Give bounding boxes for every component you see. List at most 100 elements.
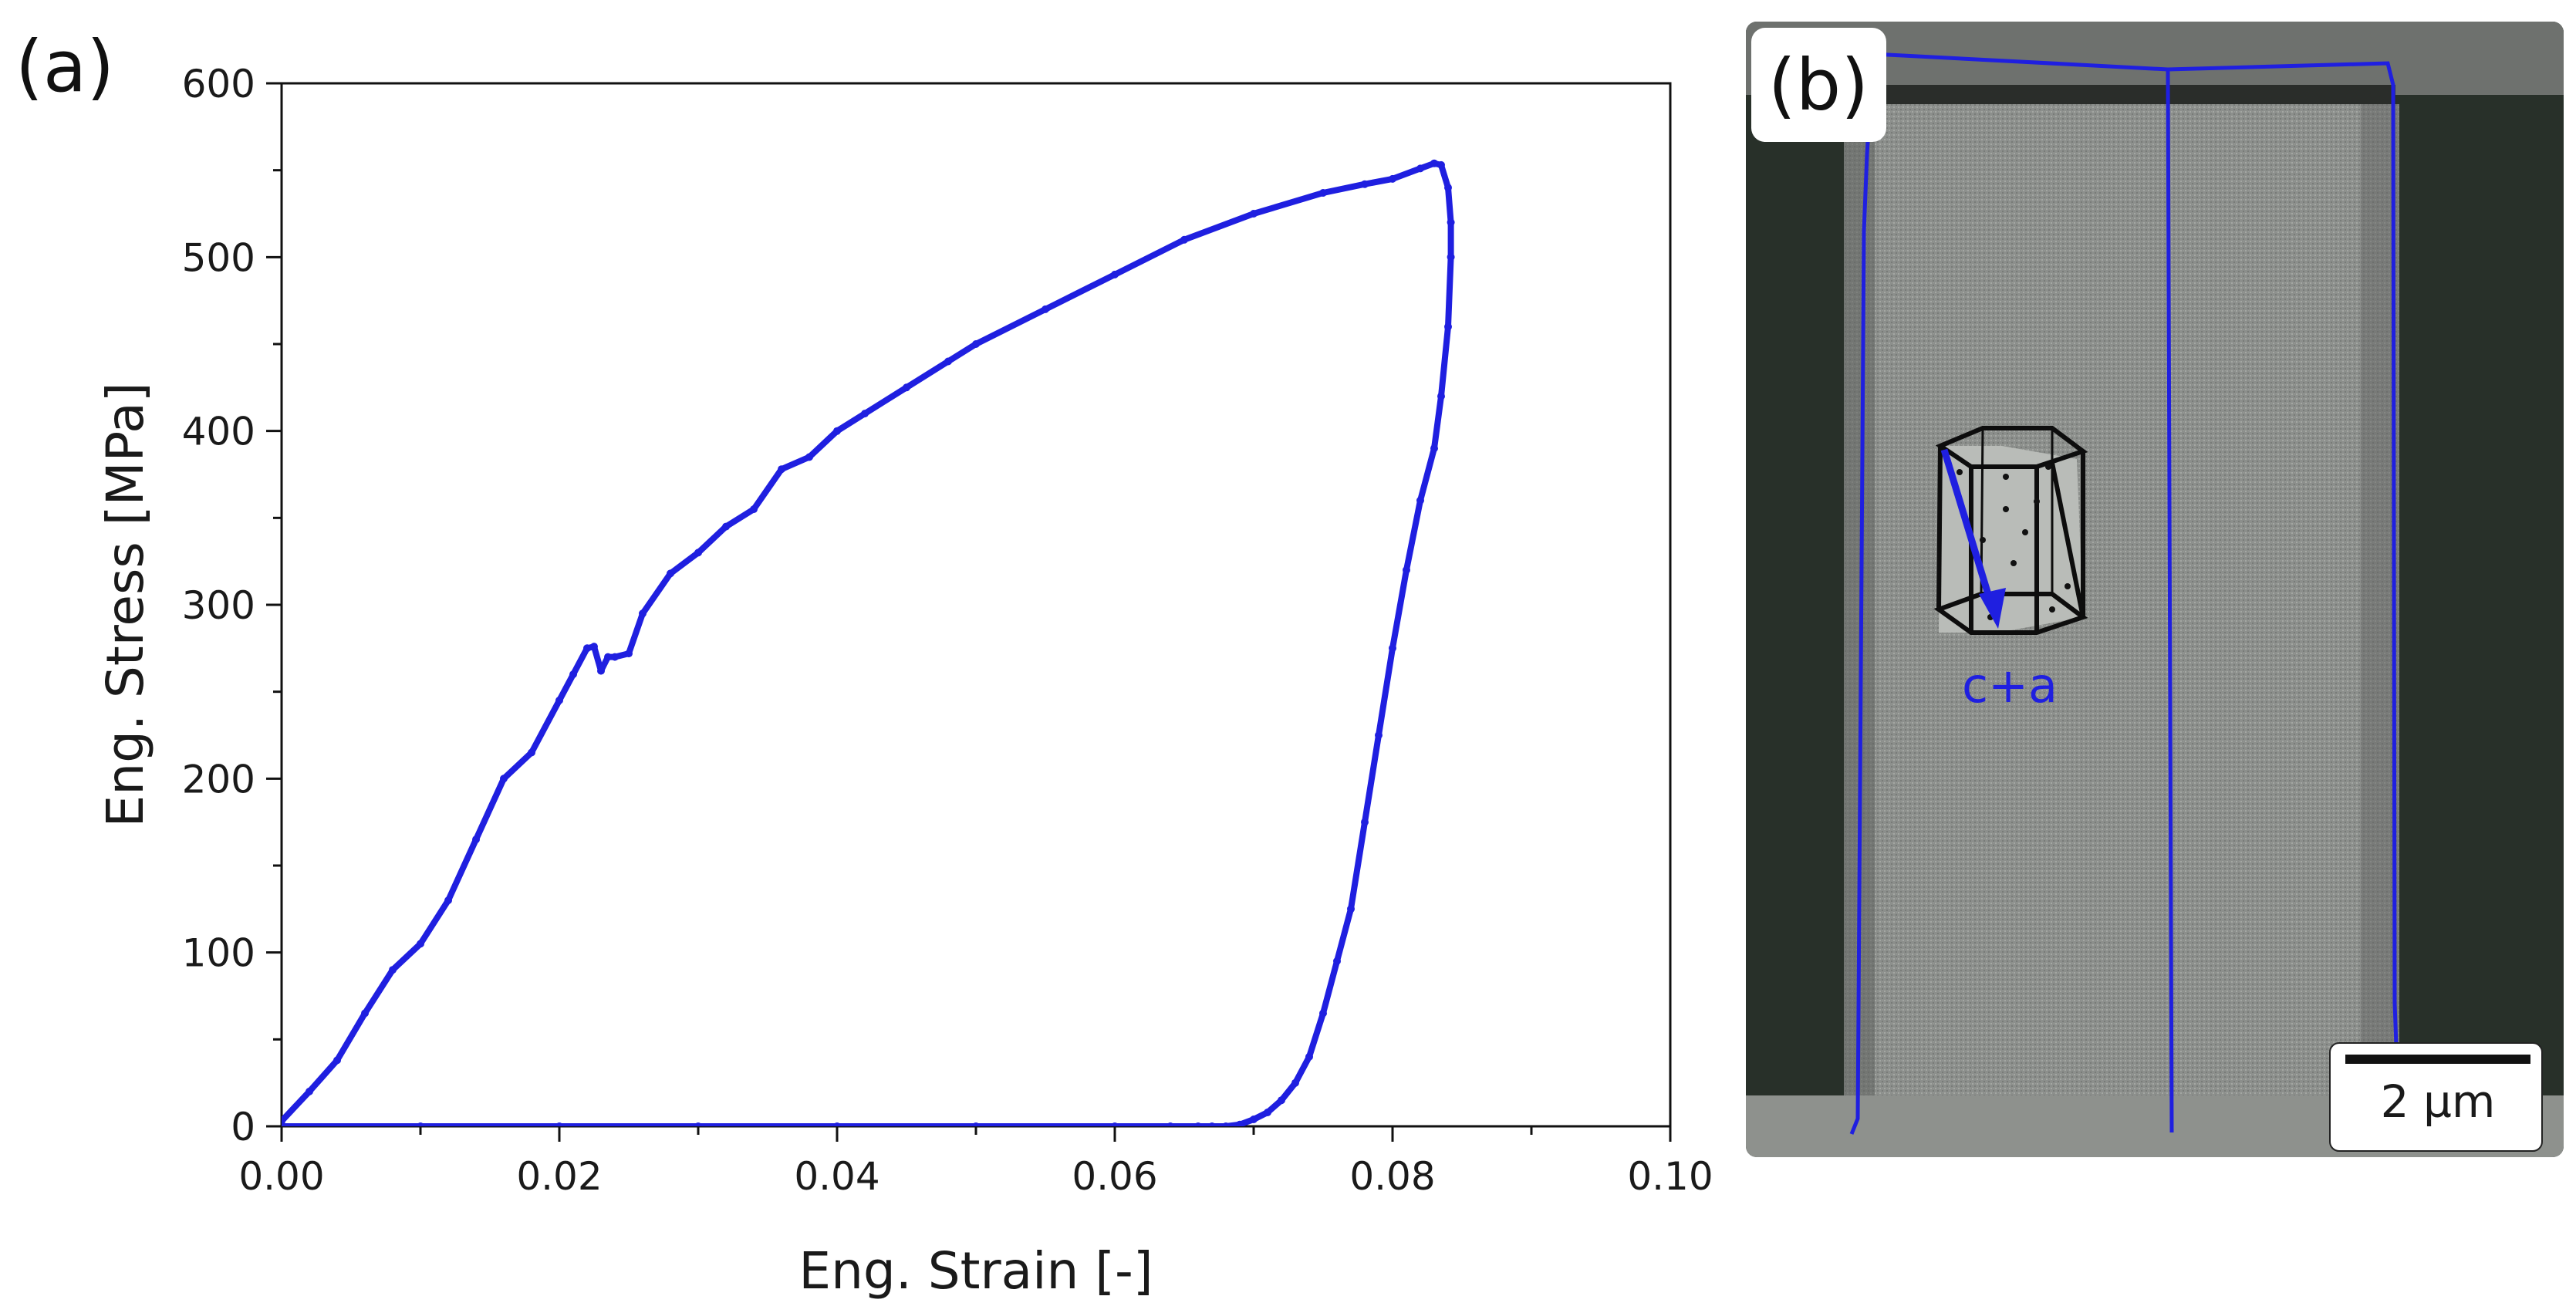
data-point: [625, 650, 633, 658]
data-point: [1291, 1078, 1299, 1087]
pillar-split-line: [2166, 69, 2174, 1133]
y-tick-label-400: 400: [182, 410, 255, 454]
data-point: [472, 835, 480, 844]
data-point: [1361, 818, 1369, 826]
data-point: [639, 609, 647, 618]
scale-bar-box: [2329, 1042, 2543, 1152]
data-point: [722, 522, 730, 531]
data-point: [1208, 1122, 1216, 1126]
slip-plane-dots: [1956, 464, 2071, 620]
y-tick-label-300: 300: [182, 583, 255, 628]
data-point: [1278, 1096, 1285, 1105]
data-point: [903, 383, 910, 392]
panel-a-label: (a): [15, 25, 114, 108]
data-point: [597, 667, 605, 675]
data-point: [590, 643, 598, 651]
data-point: [1222, 1122, 1230, 1126]
y-tick-label-200: 200: [182, 757, 255, 802]
data-point: [750, 505, 758, 514]
data-point: [694, 1122, 702, 1126]
data-point: [694, 548, 702, 557]
x-tick-label-0.04: 0.04: [794, 1154, 879, 1199]
data-point: [1447, 218, 1455, 227]
data-point: [1042, 305, 1049, 313]
data-point: [972, 1122, 980, 1126]
data-point: [1430, 159, 1438, 167]
data-point: [1264, 1109, 1271, 1116]
data-point: [389, 966, 397, 974]
x-tick-label-0.06: 0.06: [1072, 1154, 1157, 1199]
panel-b-label-box: [1751, 28, 1886, 142]
data-point: [1180, 235, 1188, 244]
y-tick-label-100: 100: [182, 931, 255, 976]
data-point: [500, 775, 508, 783]
scale-bar-label: 2 µm: [2381, 1075, 2496, 1128]
data-point: [1333, 957, 1341, 965]
x-tick-label-0.10: 0.10: [1627, 1154, 1713, 1199]
data-point: [1389, 174, 1396, 183]
x-tick-label-0.00: 0.00: [238, 1154, 324, 1199]
data-point: [555, 1122, 563, 1126]
data-point: [1447, 253, 1455, 262]
y-tick-label-0: 0: [231, 1105, 255, 1149]
burgers-vector-arrow-icon: [1940, 448, 2006, 629]
data-point: [528, 748, 535, 757]
data-point: [1361, 180, 1369, 188]
y-tick-label-500: 500: [182, 235, 255, 280]
data-point: [1389, 644, 1396, 653]
panel-b-label: (b): [1768, 44, 1869, 127]
data-point: [1444, 322, 1452, 331]
data-point: [306, 1087, 313, 1095]
sem-pillar: [1844, 104, 2399, 1142]
data-point: [1403, 565, 1410, 574]
sem-micrograph: c+a: [1746, 22, 2564, 1157]
data-point: [667, 569, 674, 578]
data-point: [1250, 1116, 1258, 1123]
data-point: [1111, 270, 1119, 278]
data-point: [1375, 731, 1383, 739]
data-point: [333, 1056, 341, 1065]
x-axis-label: Eng. Strain [-]: [798, 1241, 1153, 1301]
data-point: [1319, 189, 1327, 197]
data-point: [555, 696, 563, 704]
data-point: [1305, 1052, 1313, 1061]
x-tick-label-0.08: 0.08: [1349, 1154, 1435, 1199]
x-axis-ticks: 0.00 0.02 0.04 0.06 0.08 0.10: [238, 1126, 1713, 1199]
data-point: [611, 653, 619, 661]
y-axis-label: Eng. Stress [MPa]: [96, 383, 155, 828]
data-point: [1437, 160, 1445, 169]
data-point: [972, 340, 980, 348]
pillar-outline: [1849, 52, 2402, 1135]
series-line-stress-strain: [282, 160, 1454, 1126]
x-tick-label-0.02: 0.02: [516, 1154, 602, 1199]
data-point: [833, 1122, 841, 1126]
y-tick-label-600: 600: [182, 62, 255, 106]
data-point: [417, 1122, 424, 1126]
data-point: [1319, 1009, 1327, 1018]
data-point: [361, 1009, 369, 1018]
series-layer: [282, 159, 1455, 1126]
data-point: [944, 357, 952, 366]
burgers-vector-label: c+a: [1962, 657, 2058, 714]
data-point: [778, 465, 785, 474]
data-point: [604, 653, 612, 661]
data-point: [1444, 184, 1452, 192]
data-point: [417, 940, 424, 948]
data-point: [1194, 1122, 1202, 1126]
data-point: [1416, 496, 1424, 505]
data-point: [282, 1122, 285, 1126]
data-point: [1236, 1120, 1244, 1126]
data-point: [805, 453, 813, 461]
data-point: [1111, 1122, 1119, 1126]
data-point: [1416, 164, 1424, 173]
hexagonal-prism-icon: [1933, 426, 2088, 635]
data-point: [1166, 1122, 1174, 1126]
data-point: [1430, 444, 1438, 453]
data-point: [1347, 905, 1355, 913]
data-point: [1437, 392, 1445, 400]
data-point: [583, 644, 591, 653]
data-point: [1250, 210, 1258, 218]
plot-frame: [280, 82, 1672, 1128]
data-point: [833, 427, 841, 435]
